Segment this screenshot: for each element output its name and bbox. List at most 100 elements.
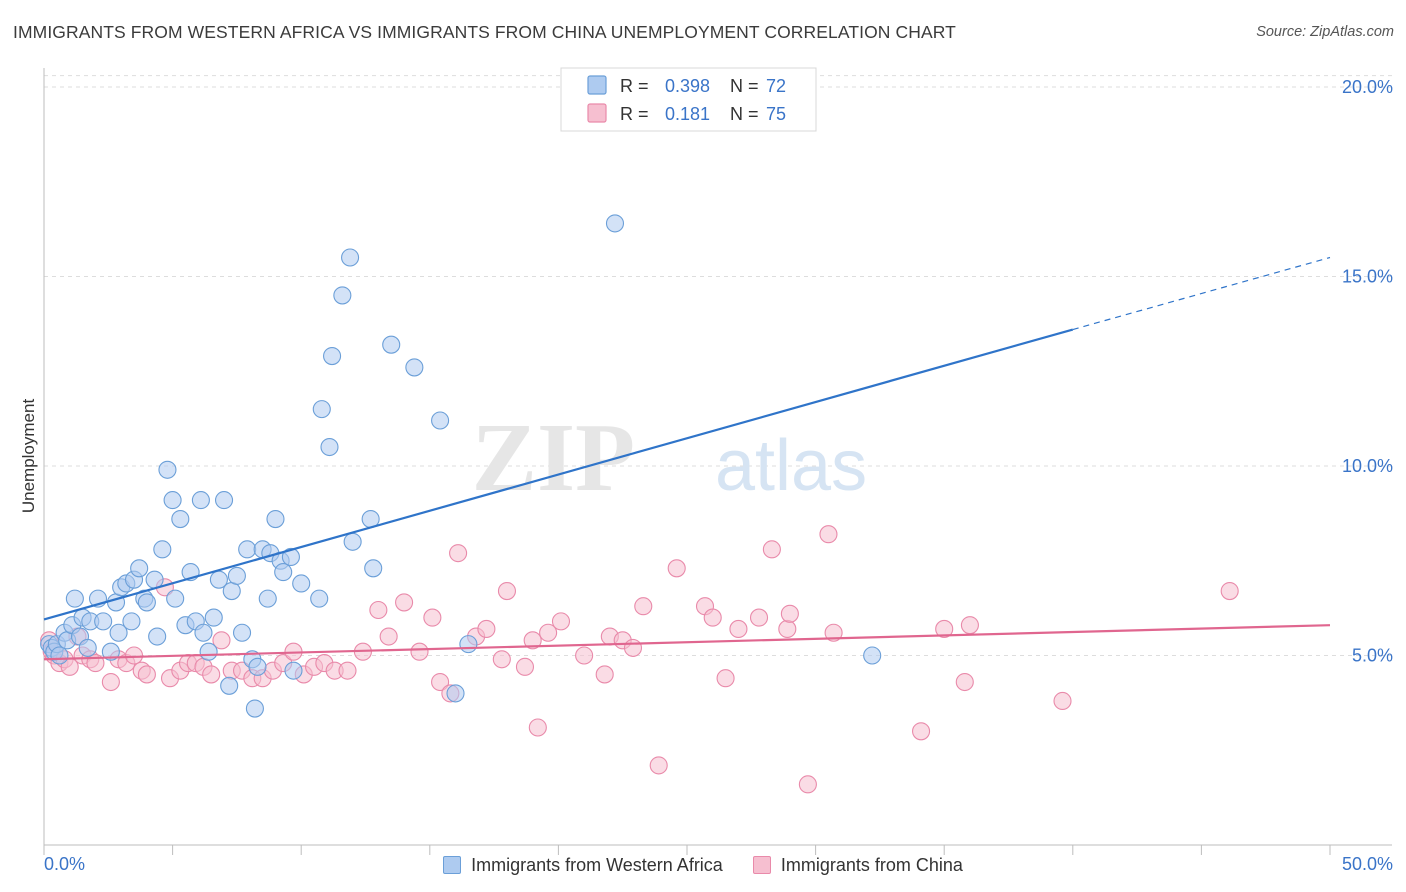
legend-r-label: R = [620,76,649,96]
data-point-china [137,665,156,684]
legend-item-china[interactable]: Immigrants from China [752,854,963,876]
data-point-china [379,627,398,646]
data-point-western-africa [605,214,625,233]
data-point-western-africa [382,335,401,354]
data-point-china [819,525,838,544]
data-point-china [523,631,542,650]
data-point-china [824,623,843,642]
data-point-western-africa [171,509,190,529]
trend-line-western-africa [43,328,1074,621]
data-point-china [477,619,496,639]
data-point-china [515,657,535,676]
data-point-western-africa [158,460,177,479]
data-point-china [101,672,120,692]
legend-item-western-africa[interactable]: Immigrants from Western Africa [443,855,723,876]
watermark-zip: ZIP [472,404,635,512]
data-point-western-africa [130,559,149,578]
data-point-western-africa [343,532,362,551]
data-point-china [716,669,735,688]
data-point-china [497,582,517,601]
data-point-western-africa [863,646,882,665]
y-axis-label: Unemployment [19,399,38,514]
data-point-china [431,672,450,692]
data-point-western-africa [191,491,210,510]
data-point-western-africa [166,589,185,608]
data-point-western-africa [94,612,113,631]
data-point-china [369,600,388,620]
data-point-western-africa [137,593,156,612]
data-point-western-africa [194,623,213,642]
data-point-china [124,646,144,665]
data-point-china [649,756,668,775]
series-legend: Immigrants from Western Africa Immigrant… [0,852,1406,878]
data-point-china [780,604,799,623]
data-point-china [1053,691,1072,711]
data-point-western-africa [222,582,241,601]
data-point-western-africa [446,684,465,703]
data-point-china [551,612,571,631]
y-tick-label: 20.0% [1342,77,1393,97]
data-point-china [667,559,686,578]
x-tick-label-max: 50.0% [1342,854,1393,874]
gridlines [44,75,1392,656]
data-point-western-africa [310,589,329,608]
data-point-western-africa [274,563,293,582]
legend-swatch-western-africa [443,856,462,874]
data-point-western-africa [431,411,450,430]
data-point-western-africa [323,347,342,366]
data-point-western-africa [333,286,352,305]
y-tick-label: 10.0% [1342,456,1393,476]
data-point-western-africa [364,559,383,578]
data-point-china [955,672,974,692]
legend-r-value: 0.181 [665,104,710,124]
data-point-china [595,665,614,684]
axes [43,68,1392,855]
legend-r-value: 0.398 [665,76,710,96]
data-point-china [935,619,954,639]
data-point-china [528,718,547,737]
data-point-western-africa [284,661,303,680]
data-point-western-africa [266,509,285,529]
legend-swatch-pink [587,103,607,123]
data-point-western-africa [109,623,128,642]
legend-swatch-china [752,856,771,874]
legend-n-label: N = [730,104,759,124]
legend-swatch-blue [587,75,607,95]
data-point-china [912,722,931,741]
data-point-western-africa [248,657,267,676]
data-point-western-africa [238,540,257,559]
x-tick-label-min: 0.0% [44,854,85,874]
data-point-china [634,597,653,616]
data-point-china [762,540,781,559]
data-point-western-africa [148,627,167,646]
legend-n-label: N = [730,76,759,96]
data-point-china [202,665,221,684]
data-point-china [575,646,594,665]
data-point-western-africa [232,623,252,642]
data-point-western-africa [220,676,239,695]
legend-n-value: 75 [766,104,786,124]
data-point-western-africa [65,589,84,608]
data-point-western-africa [245,699,264,718]
data-point-china [798,775,817,794]
legend-label-china: Immigrants from China [780,854,963,875]
data-point-western-africa [281,547,300,566]
data-point-western-africa [312,400,331,419]
data-point-western-africa [459,635,478,654]
data-point-western-africa [292,574,311,593]
data-point-western-africa [101,642,120,661]
data-point-western-africa [214,491,234,510]
trend-line-china [43,624,1331,661]
data-point-western-africa [50,646,69,665]
data-point-china [729,619,748,639]
data-point-china [960,616,979,635]
data-point-western-africa [199,642,218,661]
data-point-china [449,544,468,563]
data-point-western-africa [78,638,97,657]
data-point-western-africa [258,589,277,608]
data-point-western-africa [163,491,182,510]
data-point-china [778,619,797,639]
data-point-western-africa [227,566,246,585]
legend-label-western-africa: Immigrants from Western Africa [471,854,723,875]
